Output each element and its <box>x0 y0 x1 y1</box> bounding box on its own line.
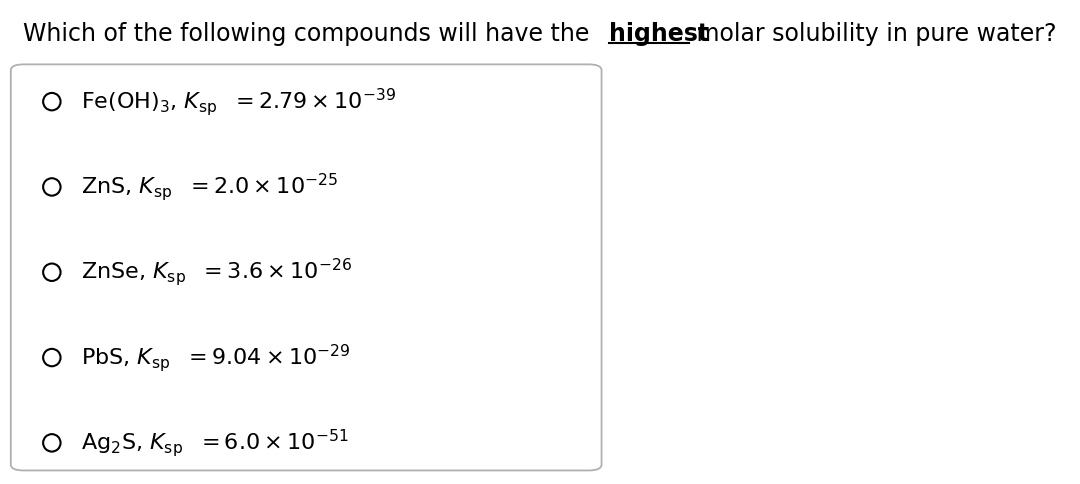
Text: Fe(OH)$_3$, $K_{\rm sp}$  $= 2.79 \times 10^{-39}$: Fe(OH)$_3$, $K_{\rm sp}$ $= 2.79 \times … <box>81 86 396 118</box>
Text: Which of the following compounds will have the: Which of the following compounds will ha… <box>23 22 596 46</box>
Text: molar solubility in pure water?: molar solubility in pure water? <box>689 22 1056 46</box>
Text: ZnSe, $K_{\rm sp}$  $= 3.6 \times 10^{-26}$: ZnSe, $K_{\rm sp}$ $= 3.6 \times 10^{-26… <box>81 256 352 288</box>
Text: highest: highest <box>609 22 708 46</box>
Text: PbS, $K_{\rm sp}$  $= 9.04 \times 10^{-29}$: PbS, $K_{\rm sp}$ $= 9.04 \times 10^{-29… <box>81 342 350 374</box>
Text: ZnS, $K_{\rm sp}$  $= 2.0 \times 10^{-25}$: ZnS, $K_{\rm sp}$ $= 2.0 \times 10^{-25}… <box>81 171 338 203</box>
Text: Ag$_2$S, $K_{\rm sp}$  $= 6.0 \times 10^{-51}$: Ag$_2$S, $K_{\rm sp}$ $= 6.0 \times 10^{… <box>81 427 349 459</box>
